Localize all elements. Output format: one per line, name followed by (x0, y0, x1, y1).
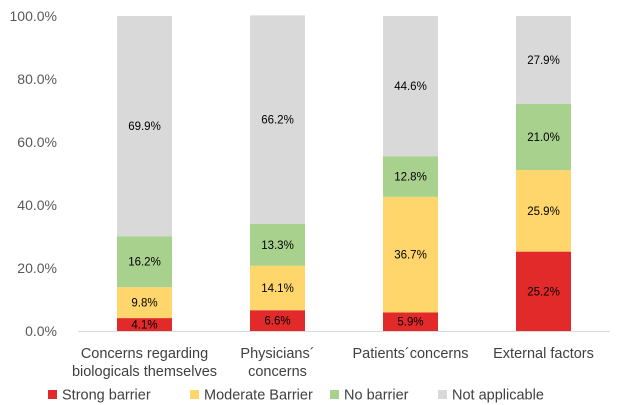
bar-segment (117, 236, 172, 288)
data-label: 6.6% (264, 316, 290, 328)
data-label: 66.2% (261, 115, 294, 127)
x-category-label: biologicals themselves (72, 364, 217, 380)
bar-segment (117, 287, 172, 319)
y-tick-label: 60.0% (17, 134, 57, 150)
y-tick-label: 80.0% (17, 71, 57, 87)
bar-segment (383, 312, 438, 331)
data-label: 36.7% (394, 250, 427, 262)
data-label: 16.2% (128, 257, 161, 269)
bar-segment (516, 251, 571, 331)
x-category-label: External factors (493, 346, 594, 362)
bar-segment (383, 196, 438, 313)
y-tick-label: 20.0% (17, 260, 57, 276)
data-label: 25.2% (527, 286, 560, 298)
legend-swatch (48, 390, 57, 399)
x-category-label: Physicians´ (240, 346, 314, 362)
y-axis: 0.0% 20.0% 40.0% 60.0% 80.0% 100.0% (10, 8, 57, 339)
legend-label: No barrier (344, 388, 409, 404)
legend-swatch (330, 390, 339, 399)
legend-label: Moderate Barrier (204, 388, 313, 404)
x-category-label: Patients´concerns (352, 346, 468, 362)
data-label: 4.1% (131, 320, 157, 332)
data-label: 14.1% (261, 283, 294, 295)
bar-segment (250, 15, 305, 224)
bar-segment (516, 16, 571, 104)
data-label: 12.8% (394, 172, 427, 184)
legend-swatch (438, 390, 447, 399)
x-category-label: concerns (248, 364, 307, 380)
legend-label: Strong barrier (62, 388, 151, 404)
data-label: 5.9% (397, 317, 423, 329)
legend-label: Not applicable (452, 388, 544, 404)
bars-area: 4.1% 9.8% 16.2% 69.9% 6.6% 14.1% 13.3% 66.2% 5.9… (117, 15, 571, 332)
legend-swatch (190, 390, 199, 399)
bar-segment (383, 16, 438, 157)
y-tick-label: 40.0% (17, 197, 57, 213)
y-tick-label: 100.0% (10, 8, 57, 24)
data-label: 9.8% (131, 298, 157, 310)
legend: Strong barrier Moderate Barrier No barrier… (48, 388, 544, 404)
bar-segment (383, 156, 438, 197)
data-label: 27.9% (527, 55, 560, 67)
x-axis: Concerns regarding biologicals themselves… (72, 331, 610, 380)
data-label: 21.0% (527, 132, 560, 144)
data-label: 13.3% (261, 240, 294, 252)
data-label: 69.9% (128, 121, 161, 133)
data-label: 44.6% (394, 81, 427, 93)
bar-segment (117, 318, 172, 331)
data-label: 25.9% (527, 206, 560, 218)
bar-segment (250, 265, 305, 311)
x-category-label: Concerns regarding (81, 346, 208, 362)
y-tick-label: 0.0% (25, 323, 57, 339)
bar-segment (516, 103, 571, 171)
bar-segment (250, 310, 305, 331)
bar-segment (516, 170, 571, 252)
bar-segment (117, 16, 172, 237)
bar-segment (250, 223, 305, 266)
